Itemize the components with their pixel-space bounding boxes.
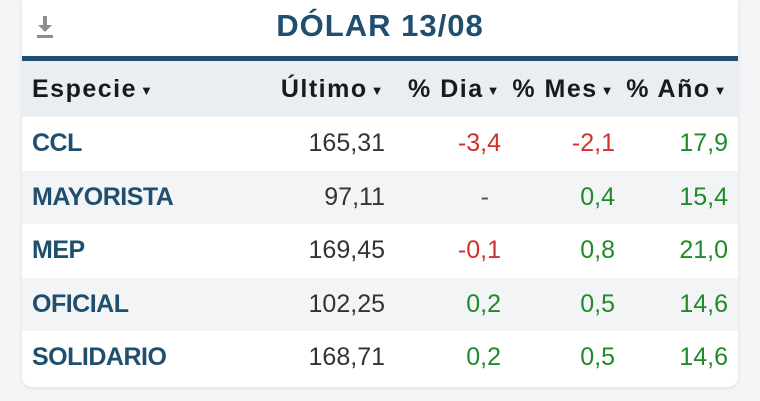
caret-down-icon: ▼ [486, 83, 501, 99]
table-header-row: Especie ▼ Último ▼ % Dia ▼ % Mes ▼ % Año ▼ [22, 61, 738, 117]
cell-especie: OFICIAL [22, 277, 247, 331]
cell-dia: -0,1 [457, 236, 501, 265]
caret-down-icon: ▼ [713, 83, 728, 99]
cell-ultimo: 169,45 [308, 236, 385, 265]
cell-mes: -2,1 [571, 129, 615, 158]
cell-anio: 14,6 [679, 343, 728, 372]
cell-ultimo: 97,11 [247, 170, 385, 224]
column-header-label: % Mes [512, 74, 598, 103]
column-header-anio[interactable]: % Año ▼ [615, 61, 738, 117]
column-header-mes[interactable]: % Mes ▼ [501, 61, 615, 117]
cell-ultimo: 168,71 [308, 343, 385, 372]
table-row[interactable]: MEP 169,45 -0,1 0,8 21,0 [22, 224, 738, 278]
column-header-label: Especie [32, 74, 138, 103]
column-header-label: % Dia [408, 74, 484, 103]
cell-mes: 0,4 [501, 170, 615, 224]
cell-dia: -3,4 [457, 129, 501, 158]
column-header-especie[interactable]: Especie ▼ [22, 61, 247, 117]
quotes-table: Especie ▼ Último ▼ % Dia ▼ % Mes ▼ % Año ▼ CC… [22, 61, 738, 385]
table-row[interactable]: SOLIDARIO 168,71 0,2 0,5 14,6 [22, 331, 738, 385]
cell-ultimo: 102,25 [247, 277, 385, 331]
cell-dia: 0,2 [466, 343, 501, 372]
table-row[interactable]: OFICIAL 102,25 0,2 0,5 14,6 [22, 277, 738, 331]
caret-down-icon: ▼ [140, 83, 155, 99]
cell-mes: 0,5 [501, 277, 615, 331]
cell-anio: 17,9 [679, 129, 728, 158]
cell-mes: 0,8 [580, 236, 615, 265]
column-header-ultimo[interactable]: Último ▼ [247, 61, 385, 117]
cell-mes: 0,5 [580, 343, 615, 372]
cell-dia: 0,2 [385, 277, 501, 331]
download-icon[interactable] [34, 14, 56, 40]
cell-dia: - [385, 170, 501, 224]
column-header-label: % Año [626, 74, 711, 103]
cell-especie: MEP [32, 236, 85, 265]
table-row[interactable]: MAYORISTA 97,11 - 0,4 15,4 [22, 170, 738, 224]
caret-down-icon: ▼ [600, 83, 615, 99]
column-header-label: Último [280, 74, 368, 103]
cell-anio: 21,0 [679, 236, 728, 265]
cell-especie: SOLIDARIO [32, 343, 167, 372]
dollar-quotes-widget: DÓLAR 13/08 Especie ▼ Último ▼ % Dia ▼ % Me… [22, 0, 738, 387]
caret-down-icon: ▼ [370, 83, 385, 99]
cell-ultimo: 165,31 [308, 129, 385, 158]
column-header-dia[interactable]: % Dia ▼ [385, 61, 501, 117]
cell-anio: 14,6 [615, 277, 738, 331]
table-row[interactable]: CCL 165,31 -3,4 -2,1 17,9 [22, 117, 738, 171]
cell-especie: CCL [32, 129, 82, 158]
widget-title: DÓLAR 13/08 [276, 8, 484, 43]
cell-especie: MAYORISTA [22, 170, 247, 224]
cell-anio: 15,4 [615, 170, 738, 224]
widget-header: DÓLAR 13/08 [22, 0, 738, 61]
